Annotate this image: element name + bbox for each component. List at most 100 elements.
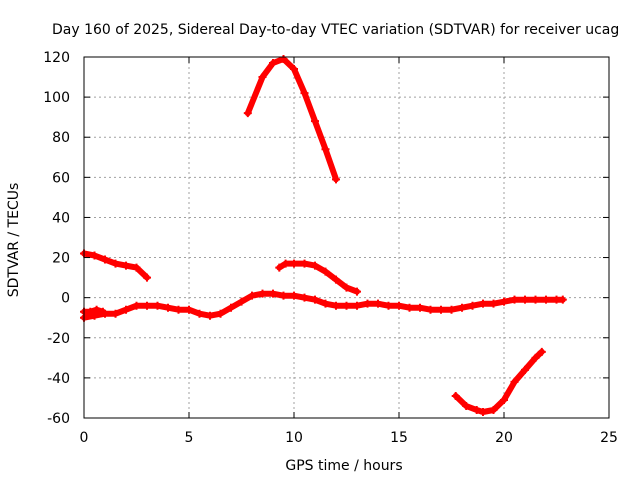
data-point	[122, 305, 130, 314]
axis-ticks: 0 5 10 15 20 25 -60 -40 -20 0 20 40 60 80 100 120	[43, 50, 618, 446]
y-axis-label: SDTVAR / TECUs	[6, 183, 22, 298]
data-point	[92, 305, 101, 314]
data-point	[500, 297, 508, 306]
data-point	[489, 405, 498, 414]
data-point	[416, 303, 424, 312]
data-point	[462, 401, 471, 410]
data-point	[451, 391, 460, 400]
data-point	[311, 261, 319, 270]
data-point	[216, 309, 225, 318]
data-point	[537, 347, 546, 356]
data-point	[164, 303, 172, 312]
data-point	[479, 407, 487, 416]
y-tick-label: -20	[47, 331, 70, 347]
x-tick-label: 25	[600, 430, 618, 446]
y-tick-label: 80	[52, 130, 70, 146]
data-point	[269, 289, 277, 298]
data-point	[332, 301, 340, 310]
data-point	[174, 305, 183, 314]
series-arc-mid-positive	[275, 259, 361, 296]
series-arc-early-positive	[80, 249, 151, 282]
data-point	[311, 295, 319, 304]
data-point	[279, 291, 288, 300]
data-point	[132, 301, 141, 310]
data-point	[300, 259, 309, 268]
data-point	[300, 89, 309, 98]
x-tick-label: 20	[495, 430, 513, 446]
data-point	[122, 261, 130, 270]
data-point	[531, 295, 540, 304]
data-point	[86, 307, 95, 316]
data-point	[101, 255, 109, 264]
y-tick-label: 40	[52, 210, 70, 226]
data-point	[243, 109, 252, 118]
data-point	[237, 297, 246, 306]
data-point	[227, 303, 235, 312]
data-point	[153, 301, 162, 310]
data-point	[353, 301, 361, 310]
data-point	[353, 287, 361, 296]
data-point	[374, 299, 382, 308]
data-point	[472, 405, 481, 414]
data-point	[542, 295, 550, 304]
series-arc-near-zero-main	[80, 289, 567, 322]
data-point	[258, 73, 267, 82]
data-point	[342, 301, 351, 310]
y-tick-label: -60	[47, 411, 70, 427]
data-point	[426, 305, 435, 314]
data-point	[510, 377, 519, 386]
y-tick-label: 20	[52, 251, 70, 267]
x-tick-label: 15	[390, 430, 408, 446]
data-point	[143, 273, 151, 282]
data-point	[290, 291, 298, 300]
data-point	[269, 59, 277, 68]
y-tick-label: 0	[61, 291, 70, 307]
data-series	[80, 55, 567, 416]
data-point	[275, 263, 284, 272]
data-point	[437, 305, 445, 314]
data-point	[468, 301, 477, 310]
data-point	[195, 309, 204, 318]
data-point	[489, 299, 498, 308]
data-point	[290, 259, 298, 268]
data-point	[206, 311, 214, 320]
data-point	[510, 295, 519, 304]
data-point	[111, 309, 120, 318]
data-point	[384, 301, 393, 310]
data-point	[281, 259, 290, 268]
data-point	[332, 275, 340, 284]
y-tick-label: 100	[43, 90, 70, 106]
chart-title: Day 160 of 2025, Sidereal Day-to-day VTE…	[52, 22, 619, 38]
series-trace	[452, 348, 545, 415]
data-point	[321, 299, 330, 308]
data-point	[98, 307, 107, 316]
data-point	[90, 251, 99, 260]
x-tick-label: 5	[185, 430, 194, 446]
data-point	[342, 283, 351, 292]
y-tick-label: 60	[52, 170, 70, 186]
x-axis-label: GPS time / hours	[285, 458, 402, 474]
data-point	[332, 175, 340, 184]
data-point	[531, 353, 540, 362]
data-point	[458, 303, 466, 312]
data-point	[395, 301, 403, 310]
data-point	[521, 365, 529, 374]
data-point	[405, 303, 414, 312]
data-point	[132, 263, 141, 272]
data-point	[290, 65, 298, 74]
data-point	[248, 291, 256, 300]
data-point	[279, 55, 288, 64]
data-point	[500, 395, 508, 404]
data-point	[185, 305, 193, 314]
grid-lines	[84, 57, 609, 418]
series-arc-late-negative	[451, 347, 546, 416]
data-point	[479, 299, 487, 308]
data-point	[321, 267, 330, 276]
y-tick-label: 120	[43, 50, 70, 66]
data-point	[258, 289, 267, 298]
y-tick-label: -40	[47, 371, 70, 387]
x-tick-label: 0	[80, 430, 89, 446]
plot-frame	[83, 56, 610, 419]
data-point	[143, 301, 151, 310]
